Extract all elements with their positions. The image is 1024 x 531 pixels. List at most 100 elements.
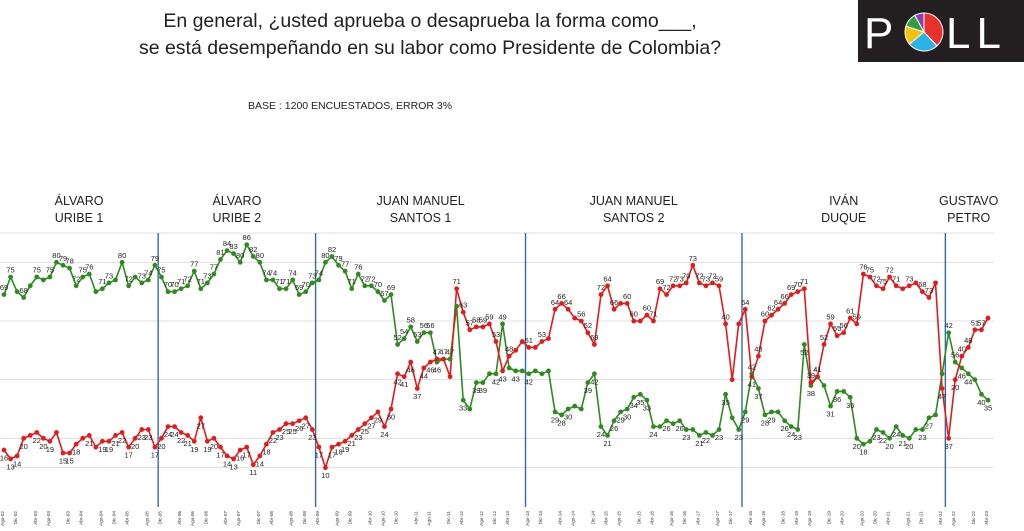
disapprove-data-label: 58 xyxy=(472,315,480,324)
approve-point xyxy=(211,271,217,277)
approve-point xyxy=(611,418,617,424)
approve-data-label: 83 xyxy=(229,242,237,251)
approve-point xyxy=(841,389,847,394)
approve-point xyxy=(204,280,210,286)
approve-data-label: 71 xyxy=(98,277,106,286)
disapprove-data-label: 43 xyxy=(498,374,506,383)
x-tick-label: Ago-18 xyxy=(761,511,766,526)
disapprove-data-label: 73 xyxy=(676,274,684,283)
approve-data-label: 43 xyxy=(512,374,520,383)
approve-data-label: 18 xyxy=(859,448,867,457)
approve-point xyxy=(946,330,952,336)
disapprove-point xyxy=(14,453,20,459)
approve-point xyxy=(939,371,945,377)
approve-point xyxy=(592,371,597,377)
disapprove-data-label: 69 xyxy=(656,277,664,286)
disapprove-data-label: 25 xyxy=(361,427,369,436)
disapprove-point xyxy=(749,374,755,380)
disapprove-data-label: 48 xyxy=(754,345,762,354)
disapprove-point xyxy=(690,262,696,268)
approve-data-label: 58 xyxy=(407,315,415,324)
approve-point xyxy=(401,336,407,341)
approve-data-label: 71 xyxy=(197,277,205,286)
approve-point xyxy=(139,280,145,286)
chart-title: En general, ¿usted aprueba o desaprueba … xyxy=(0,8,860,62)
disapprove-point xyxy=(119,430,125,435)
approve-data-label: 82 xyxy=(328,245,336,254)
approve-data-label: 84 xyxy=(223,239,231,248)
approve-point xyxy=(657,424,663,429)
approve-point xyxy=(598,424,604,429)
approve-point xyxy=(532,368,538,374)
disapprove-data-label: 19 xyxy=(46,445,54,454)
disapprove-point xyxy=(270,430,276,435)
x-tick-label: Ago-13 xyxy=(525,511,530,526)
disapprove-data-label: 73 xyxy=(925,286,933,295)
approve-point xyxy=(893,424,899,429)
approve-point xyxy=(113,277,118,283)
approve-data-label: 70 xyxy=(170,280,178,289)
x-tick-label: Dic-08 xyxy=(302,511,307,525)
approve-point xyxy=(283,286,289,292)
approve-point xyxy=(959,365,965,371)
x-tick-label: Ago-20 xyxy=(859,511,864,526)
disapprove-point xyxy=(605,283,610,289)
gridlines xyxy=(0,232,994,469)
period-label-term: URIBE 1 xyxy=(55,211,104,225)
approve-point xyxy=(985,397,991,403)
approve-data-label: 27 xyxy=(925,421,933,430)
approve-data-label: 21 xyxy=(899,439,907,448)
approve-point xyxy=(880,430,886,435)
x-tick-label: Ago-14 xyxy=(571,511,576,526)
poll-logo: P LL xyxy=(858,0,1024,62)
approve-point xyxy=(729,415,735,421)
approve-data-label: 74 xyxy=(288,268,296,277)
disapprove-point xyxy=(27,433,33,438)
approve-point xyxy=(21,295,27,300)
approve-point xyxy=(769,409,774,415)
x-tick-labels: Ago-02 Dic-02 Abr-03 Ago-03 Dic-03 Abr-04 Ago-… xyxy=(0,511,989,526)
period-label-name: ÁLVARO xyxy=(212,193,261,208)
disapprove-point xyxy=(264,441,269,447)
disapprove-data-label: 13 xyxy=(6,462,14,471)
disapprove-data-label: 75 xyxy=(866,266,874,275)
approve-data-label: 46 xyxy=(958,371,966,380)
approve-data-label: 26 xyxy=(662,424,670,433)
approve-data-label: 24 xyxy=(892,430,900,439)
approve-data-label: 74 xyxy=(269,268,277,277)
approve-point xyxy=(605,433,610,438)
disapprove-point xyxy=(132,435,138,441)
x-tick-label: Ago-22 xyxy=(951,511,956,526)
disapprove-data-label: 59 xyxy=(479,315,487,324)
approve-data-label: 70 xyxy=(374,280,382,289)
logo-letters-ll: LL xyxy=(946,9,1007,58)
approve-data-label: 72 xyxy=(367,274,375,283)
disapprove-point xyxy=(611,306,617,312)
disapprove-point xyxy=(979,327,984,333)
approve-point xyxy=(191,268,197,274)
x-tick-label: Dic-14 xyxy=(590,511,595,525)
disapprove-data-label: 40 xyxy=(958,345,966,354)
disapprove-point xyxy=(874,283,879,289)
x-tick-label: Ago-09 xyxy=(335,511,340,526)
x-tick-label: Dic-22 xyxy=(971,511,976,525)
approve-data-label: 72 xyxy=(361,274,369,283)
disapprove-point xyxy=(414,386,420,391)
disapprove-data-label: 23 xyxy=(354,433,362,442)
disapprove-data-label: 72 xyxy=(669,274,677,283)
approve-point xyxy=(710,433,715,438)
approve-data-label: 28 xyxy=(761,418,769,427)
approve-point xyxy=(854,435,860,441)
approve-point xyxy=(323,259,328,265)
disapprove-point xyxy=(546,336,551,341)
disapprove-point xyxy=(631,318,637,324)
disapprove-data-label: 63 xyxy=(459,301,467,310)
approve-point xyxy=(546,368,551,374)
disapprove-point xyxy=(250,462,256,468)
disapprove-point xyxy=(775,306,781,312)
approve-data-label: 20 xyxy=(853,442,861,451)
approve-point xyxy=(388,292,394,297)
disapprove-data-label: 47 xyxy=(433,348,441,357)
disapprove-data-label: 59 xyxy=(853,312,861,321)
approve-point xyxy=(493,371,499,377)
